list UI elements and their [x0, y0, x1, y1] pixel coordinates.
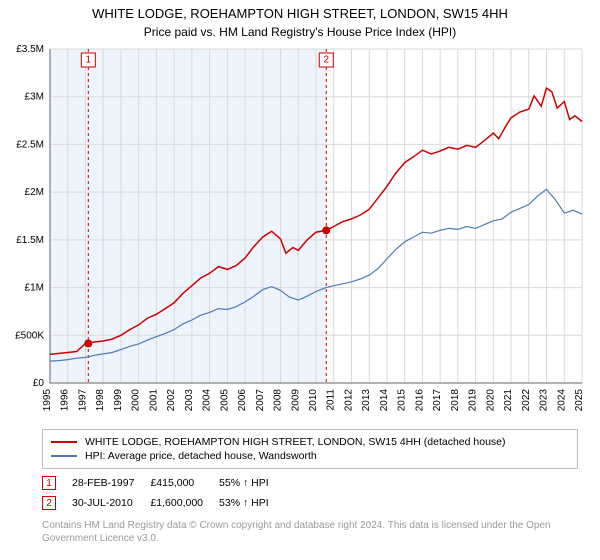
svg-text:£3M: £3M	[25, 92, 44, 103]
marker-date-2: 30-JUL-2010	[72, 493, 150, 513]
svg-text:2000: 2000	[131, 388, 142, 411]
svg-text:2021: 2021	[503, 388, 514, 411]
svg-text:2002: 2002	[166, 388, 177, 411]
legend-row-hpi: HPI: Average price, detached house, Wand…	[51, 450, 569, 462]
svg-text:2012: 2012	[343, 388, 354, 411]
legend-row-property: WHITE LODGE, ROEHAMPTON HIGH STREET, LON…	[51, 436, 569, 448]
svg-text:1999: 1999	[113, 388, 124, 411]
svg-text:£2M: £2M	[25, 187, 44, 198]
marker-badge-1: 1	[42, 476, 56, 490]
attribution-text: Contains HM Land Registry data © Crown c…	[42, 519, 578, 545]
chart-container: WHITE LODGE, ROEHAMPTON HIGH STREET, LON…	[0, 0, 600, 560]
svg-text:2025: 2025	[574, 388, 585, 411]
chart-plot-area: £0 £500K £1M £1.5M £2M £2.5M £3M £3.5M 1995 1996 1…	[0, 43, 600, 423]
svg-text:2004: 2004	[202, 388, 213, 411]
chart-svg: £0 £500K £1M £1.5M £2M £2.5M £3M £3.5M 1995 1996 1…	[0, 43, 600, 423]
svg-text:2018: 2018	[450, 388, 461, 411]
svg-text:2010: 2010	[308, 388, 319, 411]
svg-text:2006: 2006	[237, 388, 248, 411]
svg-text:2023: 2023	[539, 388, 550, 411]
svg-text:2: 2	[324, 54, 330, 65]
svg-text:2009: 2009	[290, 388, 301, 411]
marker-row-2: 2 30-JUL-2010 £1,600,000 53% ↑ HPI	[42, 493, 285, 513]
svg-text:2015: 2015	[397, 388, 408, 411]
svg-text:2001: 2001	[148, 388, 159, 411]
svg-text:2020: 2020	[485, 388, 496, 411]
svg-text:1: 1	[86, 54, 92, 65]
svg-text:2005: 2005	[219, 388, 230, 411]
marker-price-2: £1,600,000	[150, 493, 219, 513]
svg-text:2022: 2022	[521, 388, 532, 411]
svg-text:2016: 2016	[414, 388, 425, 411]
svg-text:£1.5M: £1.5M	[16, 235, 44, 246]
svg-text:2024: 2024	[556, 388, 567, 411]
marker-price-1: £415,000	[150, 473, 219, 493]
svg-text:2014: 2014	[379, 388, 390, 411]
marker-badge-2: 2	[42, 496, 56, 510]
legend-swatch-property	[51, 441, 77, 443]
marker-date-1: 28-FEB-1997	[72, 473, 150, 493]
svg-text:1997: 1997	[77, 388, 88, 411]
legend: WHITE LODGE, ROEHAMPTON HIGH STREET, LON…	[42, 429, 578, 469]
legend-swatch-hpi	[51, 455, 77, 457]
svg-text:£0: £0	[33, 378, 45, 389]
legend-label-hpi: HPI: Average price, detached house, Wand…	[85, 450, 317, 462]
marker-table: 1 28-FEB-1997 £415,000 55% ↑ HPI 2 30-JU…	[42, 473, 285, 513]
chart-title: WHITE LODGE, ROEHAMPTON HIGH STREET, LON…	[0, 0, 600, 23]
marker-delta-1: 55% ↑ HPI	[219, 473, 285, 493]
svg-text:1996: 1996	[60, 388, 71, 411]
svg-text:1995: 1995	[42, 388, 53, 411]
svg-text:2007: 2007	[255, 388, 266, 411]
marker-delta-2: 53% ↑ HPI	[219, 493, 285, 513]
svg-text:2017: 2017	[432, 388, 443, 411]
marker-row-1: 1 28-FEB-1997 £415,000 55% ↑ HPI	[42, 473, 285, 493]
svg-text:2003: 2003	[184, 388, 195, 411]
svg-text:2008: 2008	[273, 388, 284, 411]
chart-subtitle: Price paid vs. HM Land Registry's House …	[0, 23, 600, 43]
svg-text:£1M: £1M	[25, 282, 44, 293]
svg-text:£3.5M: £3.5M	[16, 44, 44, 55]
svg-text:2019: 2019	[468, 388, 479, 411]
attribution-line: Contains HM Land Registry data © Crown c…	[42, 520, 551, 544]
svg-text:1998: 1998	[95, 388, 106, 411]
svg-text:2013: 2013	[361, 388, 372, 411]
svg-text:£500K: £500K	[15, 330, 44, 341]
svg-text:2011: 2011	[326, 388, 337, 410]
svg-text:£2.5M: £2.5M	[16, 139, 44, 150]
legend-label-property: WHITE LODGE, ROEHAMPTON HIGH STREET, LON…	[85, 436, 506, 448]
